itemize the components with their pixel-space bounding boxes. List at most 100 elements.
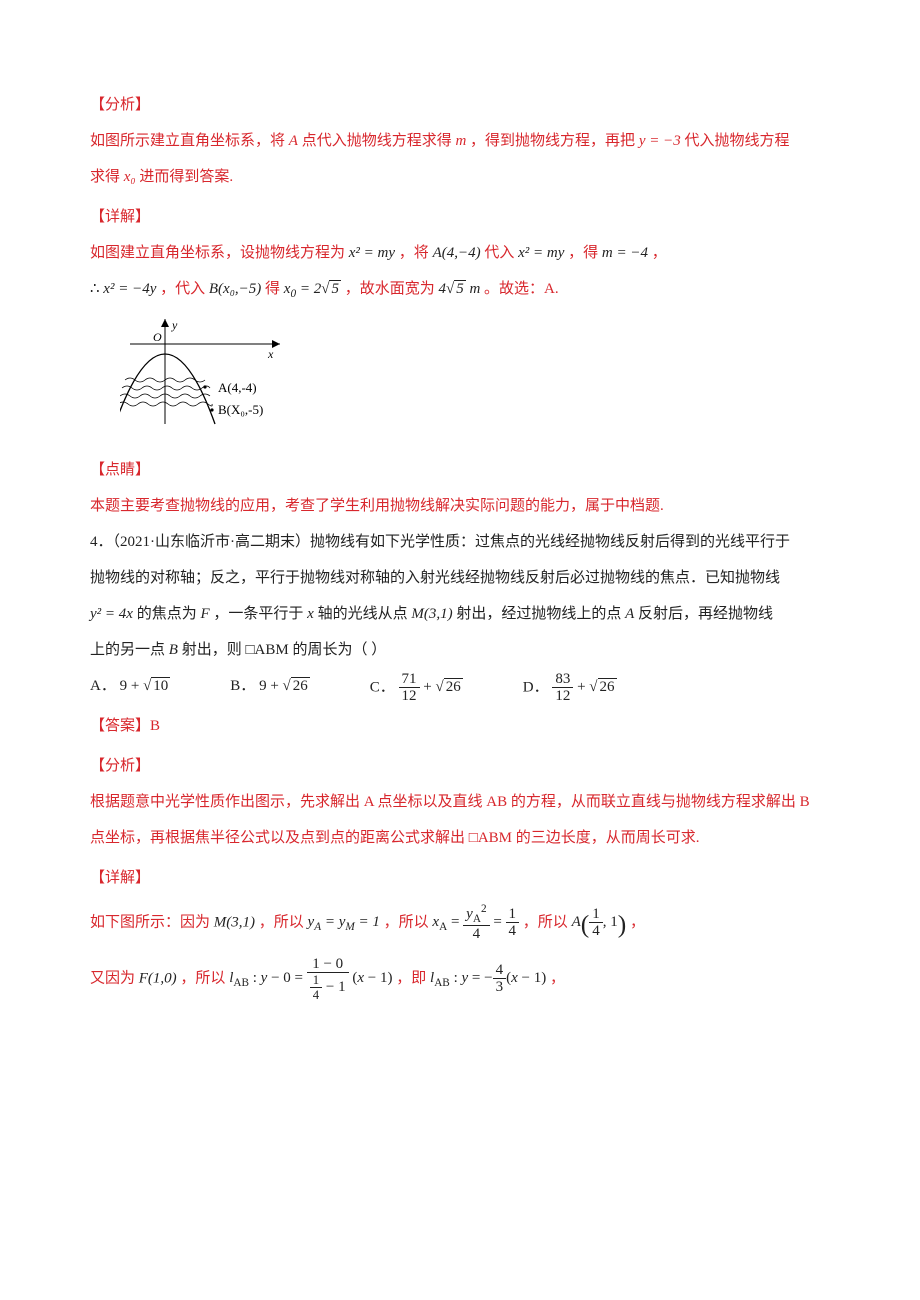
eq-x0: x0 = 2√5 [284,281,345,297]
txt: ，得到抛物线方程，再把 [470,133,639,149]
ans-label: 【答案】 [90,718,150,734]
txt: 如下图所示：因为 [90,914,214,930]
eq-lAB1: lAB : y − 0 = 1 − 0 14 − 1 (x − 1) [229,970,396,986]
tail: + √26 [423,679,462,695]
pt-F10: F(1,0) [139,970,177,986]
eq-yAym: yA = yM = 1 [308,914,384,930]
txt: 的周长为（ ） [292,642,386,658]
txt: 射出，经过抛物线上的点 [456,606,625,622]
var-A2: A [625,606,634,622]
ans-val: B [150,718,160,734]
detail4-line1: 如下图所示：因为 M(3,1) ，所以 yA = yM = 1 ，所以 xA =… [90,899,830,950]
eq-lAB2: lAB : y = −43(x − 1) [430,970,550,986]
analysis-heading-4: 【分析】 [90,751,830,781]
txt: 上的另一点 [90,642,169,658]
den: 12 [552,688,573,705]
eq-x2my: x² = my [349,245,395,261]
dianjing-text: 本题主要考查抛物线的应用，考查了学生利用抛物线解决实际问题的能力，属于中档题. [90,491,830,521]
eq-y24x: y² = 4x [90,606,133,622]
fig-xlab: x [267,347,274,361]
txt: ，一条平行于 [213,606,307,622]
txt: 求得 [90,169,124,185]
q4-stem-b: 抛物线的对称轴；反之，平行于抛物线对称轴的入射光线经抛物线反射后必过抛物线的焦点… [90,563,830,593]
analysis4-l2: 点坐标，再根据焦半径公式以及点到点的距离公式求解出 □ABM 的三边长度，从而周… [90,823,830,853]
tri-ABM: □ABM [245,642,288,658]
q4-stem-c: y² = 4x 的焦点为 F ，一条平行于 x 轴的光线从点 M(3,1) 射出… [90,599,830,629]
fig-B-label: B(X₀,-5) [218,402,263,417]
detail-heading-4: 【详解】 [90,863,830,893]
eq-mneg4: m = −4 [602,245,648,261]
fig-ylab: y [171,318,178,332]
detail1-line1: 如图建立直角坐标系，设抛物线方程为 x² = my ，将 A(4,−4) 代入 … [90,238,830,268]
num: 83 [552,671,573,689]
txt: 如图所示建立直角坐标系，将 [90,133,289,149]
var-x: x [307,606,314,622]
analysis1-line1: 如图所示建立直角坐标系，将 A 点代入抛物线方程求得 m ，得到抛物线方程，再把… [90,126,830,156]
fig-A-label: A(4,-4) [218,380,257,395]
tail: + √26 [577,679,616,695]
txt: 得 [265,281,284,297]
opt-label: B． [230,678,255,694]
q4-option-A: A． 9 + √10 [90,671,170,705]
den: 12 [399,688,420,705]
pt-M31b: M(3,1) [214,914,255,930]
detail4-line2: 又因为 F(1,0) ，所以 lAB : y − 0 = 1 − 0 14 − … [90,956,830,1003]
num: 71 [399,671,420,689]
txt: 如图建立直角坐标系，设抛物线方程为 [90,245,349,261]
therefore: ∴ [90,281,103,297]
txt: ，故水面宽为 [345,281,439,297]
var-F: F [200,606,209,622]
eq-xA: xA = yA2 4 = 1 4 [432,914,522,930]
answer-4: 【答案】B [90,711,830,741]
opt-val: 9 + √26 [259,678,310,694]
var-m: m [455,133,466,149]
eq-y-neg3: y = −3 [639,133,681,149]
analysis4-l1: 根据题意中光学性质作出图示，先求解出 A 点坐标以及直线 AB 的方程，从而联立… [90,787,830,817]
analysis1-line2: 求得 x₀ 进而得到答案. [90,162,830,192]
opt-label: D． [523,679,549,695]
detail1-line2: ∴ x² = −4y ，代入 B(x₀,−5) 得 x0 = 2√5 ，故水面宽… [90,274,830,306]
txt: 点代入抛物线方程求得 [302,133,456,149]
q4-stem-a: 4．（2021·山东临沂市·高二期末）抛物线有如下光学性质：过焦点的光线经抛物线… [90,527,830,557]
txt: ，所以 [259,914,308,930]
var-B2: B [169,642,178,658]
txt: ， [630,914,645,930]
q4-option-C: C． 71 12 + √26 [370,671,463,705]
txt: ，得 [568,245,602,261]
frac-8312: 83 12 [552,671,573,705]
txt: 又因为 [90,970,139,986]
figure-parabola: y x O A(4,-4) B(X₀,-5) [120,314,830,445]
txt: 射出，则 [182,642,246,658]
opt-label: C． [370,679,395,695]
txt: ， [550,970,565,986]
txt: ，即 [396,970,430,986]
txt: 的焦点为 [137,606,201,622]
txt: 代入 [484,245,518,261]
pt-A44: A(4,−4) [433,245,481,261]
frac-7112: 71 12 [399,671,420,705]
txt: 代入抛物线方程 [684,133,789,149]
txt: 反射后，再经抛物线 [638,606,773,622]
q4-option-D: D． 83 12 + √26 [523,671,617,705]
var-A: A [289,133,298,149]
txt: 进而得到答案. [139,169,233,185]
txt: ， [652,245,667,261]
dianjing-heading: 【点睛】 [90,455,830,485]
fig-O: O [153,330,162,344]
opt-val: 9 + √10 [120,678,171,694]
q4-options: A． 9 + √10 B． 9 + √26 C． 71 12 + √26 D． … [90,671,830,705]
analysis-heading-1: 【分析】 [90,90,830,120]
txt: ，所以 [384,914,433,930]
txt: 。故选：A. [484,281,559,297]
opt-label: A． [90,678,116,694]
detail-heading-1: 【详解】 [90,202,830,232]
q4-option-B: B． 9 + √26 [230,671,309,705]
pt-Bx05: B(x₀,−5) [209,281,261,297]
txt: 轴的光线从点 [318,606,412,622]
q4-stem-d: 上的另一点 B 射出，则 □ABM 的周长为（ ） [90,635,830,665]
width-4r5: 4√5 m [438,281,484,297]
pt-A14: A(14, 1) [572,914,630,930]
pt-M31: M(3,1) [411,606,452,622]
eq-x2neg4y: x² = −4y [103,281,156,297]
txt: ，所以 [523,914,572,930]
